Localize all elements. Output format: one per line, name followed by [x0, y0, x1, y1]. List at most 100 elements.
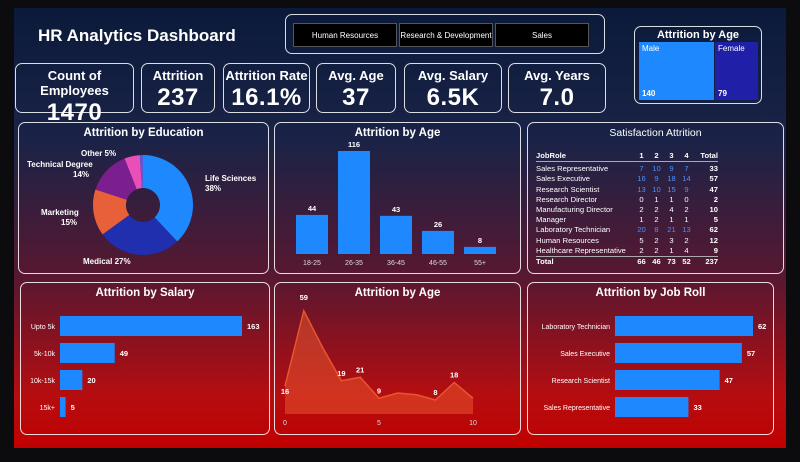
total-cell: 66	[637, 256, 646, 266]
age-bar-category: 46-55	[429, 260, 447, 267]
kpi-label: Attrition Rate	[225, 68, 308, 83]
female-tile[interactable]: Female 79	[715, 42, 758, 100]
row-jobrole: Sales Representative	[536, 164, 609, 174]
salary-bar[interactable]	[60, 316, 242, 336]
row-cell: 7	[639, 164, 644, 174]
age-bar[interactable]	[464, 246, 496, 254]
header-2: 2	[654, 151, 659, 160]
row-total: 2	[713, 194, 718, 204]
row-jobrole: Healthcare Representative	[536, 245, 626, 255]
kpi-value: 237	[157, 84, 199, 111]
row-jobrole: Research Scientist	[536, 184, 600, 194]
table-row[interactable]: Healthcare Representative 2 2 1 4 9	[536, 246, 718, 256]
row-jobrole: Research Director	[536, 194, 598, 204]
salary-bar[interactable]	[60, 397, 66, 417]
salary-bar[interactable]	[60, 343, 115, 363]
table-row[interactable]: Manufacturing Director 2 2 4 2 10	[536, 205, 718, 215]
row-jobrole: Sales Executive	[536, 174, 591, 184]
row-total: 33	[709, 164, 718, 174]
jobrole-value: 57	[747, 349, 755, 358]
age-area-line[interactable]	[284, 308, 474, 401]
edu-label-technical: Technical Degree 14%	[27, 160, 93, 179]
age-area-xtick: 10	[469, 420, 477, 427]
chart-title: Attrition by Age	[354, 287, 441, 299]
row-cell: 8	[654, 225, 659, 235]
table-row[interactable]: Sales Representative 7 10 9 7 33	[536, 164, 718, 174]
age-bar[interactable]	[422, 230, 454, 254]
donut-slice-technical-degree[interactable]	[95, 158, 137, 200]
age-area-label: 19	[337, 369, 345, 378]
jobrole-value: 33	[693, 403, 701, 412]
donut-slice-other[interactable]	[124, 155, 142, 190]
row-cell: 1	[684, 215, 689, 225]
jobrole-bar[interactable]	[615, 316, 753, 336]
kpi-value: 16.1%	[231, 84, 302, 111]
table-row[interactable]: Sales Executive 16 9 18 14 57	[536, 174, 718, 184]
age-bar[interactable]	[380, 215, 412, 254]
row-cell: 2	[654, 235, 659, 245]
kpi-avg-salary: Avg. Salary 6.5K	[404, 63, 502, 113]
table-row[interactable]: Human Resources 5 2 3 2 12	[536, 236, 718, 246]
row-jobrole: Laboratory Technician	[536, 225, 611, 235]
table-row[interactable]: Laboratory Technician 20 8 21 13 62	[536, 225, 718, 235]
row-total: 10	[709, 204, 718, 214]
age-area-chart: 16 59 19 21 9 8 18 0 5 10	[281, 293, 477, 427]
donut-slice-human-resources[interactable]	[139, 155, 143, 189]
table-row[interactable]: Manager 1 2 1 1 5	[536, 215, 718, 225]
row-cell: 2	[639, 245, 644, 255]
age-bar[interactable]	[296, 214, 328, 254]
row-cell: 2	[654, 204, 659, 214]
jobrole-bar[interactable]	[615, 343, 742, 363]
row-cell: 9	[684, 184, 689, 194]
department-slicer: Human Resources Research & Development S…	[285, 14, 605, 54]
kpi-attrition: Attrition 237	[141, 63, 215, 113]
total-cell: 46	[652, 256, 661, 266]
jobrole-value: 62	[758, 322, 766, 331]
kpi-value: 1470	[46, 99, 103, 126]
age-bar-category: 55+	[474, 260, 486, 267]
header-jobrole[interactable]: JobRole	[536, 151, 566, 160]
male-label: Male	[642, 44, 660, 53]
slicer-sales[interactable]: Sales	[495, 23, 589, 47]
salary-category: 10k-15k	[30, 378, 55, 385]
salary-bar[interactable]	[60, 370, 83, 390]
table-row[interactable]: Research Director 0 1 1 0 2	[536, 195, 718, 205]
row-total: 5	[713, 215, 718, 225]
slicer-research-development[interactable]: Research & Development	[399, 23, 493, 47]
row-cell: 21	[667, 225, 676, 235]
age-bar-category: 36-45	[387, 260, 405, 267]
row-cell: 1	[669, 245, 674, 255]
age-area-label: 9	[377, 386, 381, 395]
jobrole-bar-chart: Laboratory Technician 62 Sales Executive 57…	[542, 316, 766, 417]
header-4: 4	[684, 151, 689, 160]
edu-label-medical: Medical 27%	[83, 257, 131, 266]
kpi-label: Attrition	[152, 68, 204, 83]
gender-card: Attrition by Age Male 140 Female 79	[634, 26, 762, 104]
row-cell: 2	[654, 215, 659, 225]
age-bar[interactable]	[338, 151, 370, 254]
donut-slice-medical[interactable]	[102, 214, 178, 255]
jobrole-value: 47	[725, 376, 733, 385]
donut-slice-life-sciences[interactable]	[143, 155, 193, 242]
age-area-label: 8	[433, 388, 437, 397]
age-bar-category: 18-25	[303, 260, 321, 267]
jobrole-bar[interactable]	[615, 397, 689, 417]
male-tile[interactable]: Male 140	[639, 42, 714, 100]
age-area-xtick: 0	[283, 420, 287, 427]
row-jobrole: Manager	[536, 215, 566, 225]
row-cell: 13	[682, 225, 691, 235]
kpi-attrition-rate: Attrition Rate 16.1%	[223, 63, 310, 113]
salary-bar-chart: Upto 5k 163 5k-10k 49 10k-15k 20 15k+ 5	[30, 316, 260, 417]
age-area-xtick: 5	[377, 420, 381, 427]
kpi-label: Avg. Years	[524, 68, 590, 83]
jobrole-bar[interactable]	[615, 370, 720, 390]
table-row[interactable]: Research Scientist 13 10 15 9 47	[536, 185, 718, 195]
row-jobrole: Human Resources	[536, 235, 599, 245]
row-cell: 2	[684, 204, 689, 214]
header-total: Total	[700, 151, 718, 160]
salary-chart-card: Attrition by Salary Upto 5k 163 5k-10k 49 10…	[20, 282, 270, 435]
donut-slice-marketing[interactable]	[93, 189, 130, 235]
salary-category: Upto 5k	[31, 324, 56, 331]
jobrole-category: Sales Executive	[560, 351, 610, 358]
slicer-human-resources[interactable]: Human Resources	[293, 23, 397, 47]
